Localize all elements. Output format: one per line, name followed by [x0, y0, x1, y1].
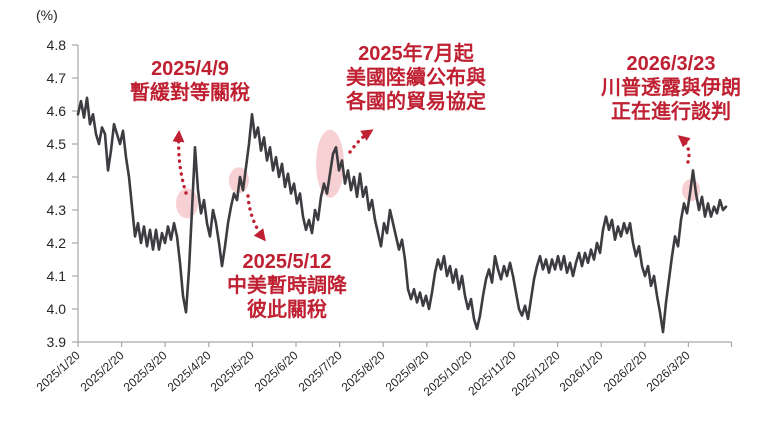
y-tick-label: 3.9 [46, 334, 66, 350]
y-tick-label: 4.7 [46, 70, 66, 86]
annotation-arrows [172, 129, 691, 242]
annotation-line: 2025/5/12 [242, 251, 332, 273]
annotation-trade-agreements: 2025年7月起 美國陸續公布與 各國的貿易協定 [336, 42, 496, 114]
y-axis-unit-label: (%) [36, 7, 58, 23]
annotation-line: 2025/4/9 [151, 58, 229, 80]
annotation-line: 正在進行談判 [611, 101, 731, 123]
annotation-line: 中美暫時調降 [227, 275, 347, 297]
y-tick-label: 4.3 [46, 202, 66, 218]
y-tick-label: 4.4 [46, 169, 66, 185]
annotation-line: 各國的貿易協定 [346, 91, 486, 113]
annotation-line: 彼此關稅 [247, 299, 327, 321]
annotation-iran-talks: 2026/3/23 川普透露與伊朗 正在進行談判 [591, 52, 751, 124]
annotation-arrow [172, 130, 188, 195]
annotation-line: 美國陸續公布與 [346, 67, 486, 89]
annotation-line: 暫緩對等關稅 [130, 82, 250, 104]
y-tick-label: 4.8 [46, 37, 66, 53]
annotation-tariff-pause: 2025/4/9 暫緩對等關稅 [110, 57, 270, 105]
y-tick-label: 4.2 [46, 235, 66, 251]
annotation-arrow [246, 194, 266, 242]
annotation-arrow [677, 135, 691, 164]
annotation-line: 2025年7月起 [358, 43, 474, 65]
yield-line [76, 96, 728, 334]
axes [72, 44, 733, 347]
y-tick-label: 4.1 [46, 268, 66, 284]
y-tick-label: 4.0 [46, 301, 66, 317]
data-series [76, 96, 728, 334]
y-tick-label: 4.6 [46, 103, 66, 119]
annotation-arrow [348, 129, 374, 154]
event-highlights [176, 129, 701, 219]
annotation-us-china-tariff-cut: 2025/5/12 中美暫時調降 彼此關稅 [207, 250, 367, 322]
annotation-line: 川普透露與伊朗 [601, 77, 741, 99]
annotation-line: 2026/3/23 [626, 53, 716, 75]
y-tick-label: 4.5 [46, 136, 66, 152]
